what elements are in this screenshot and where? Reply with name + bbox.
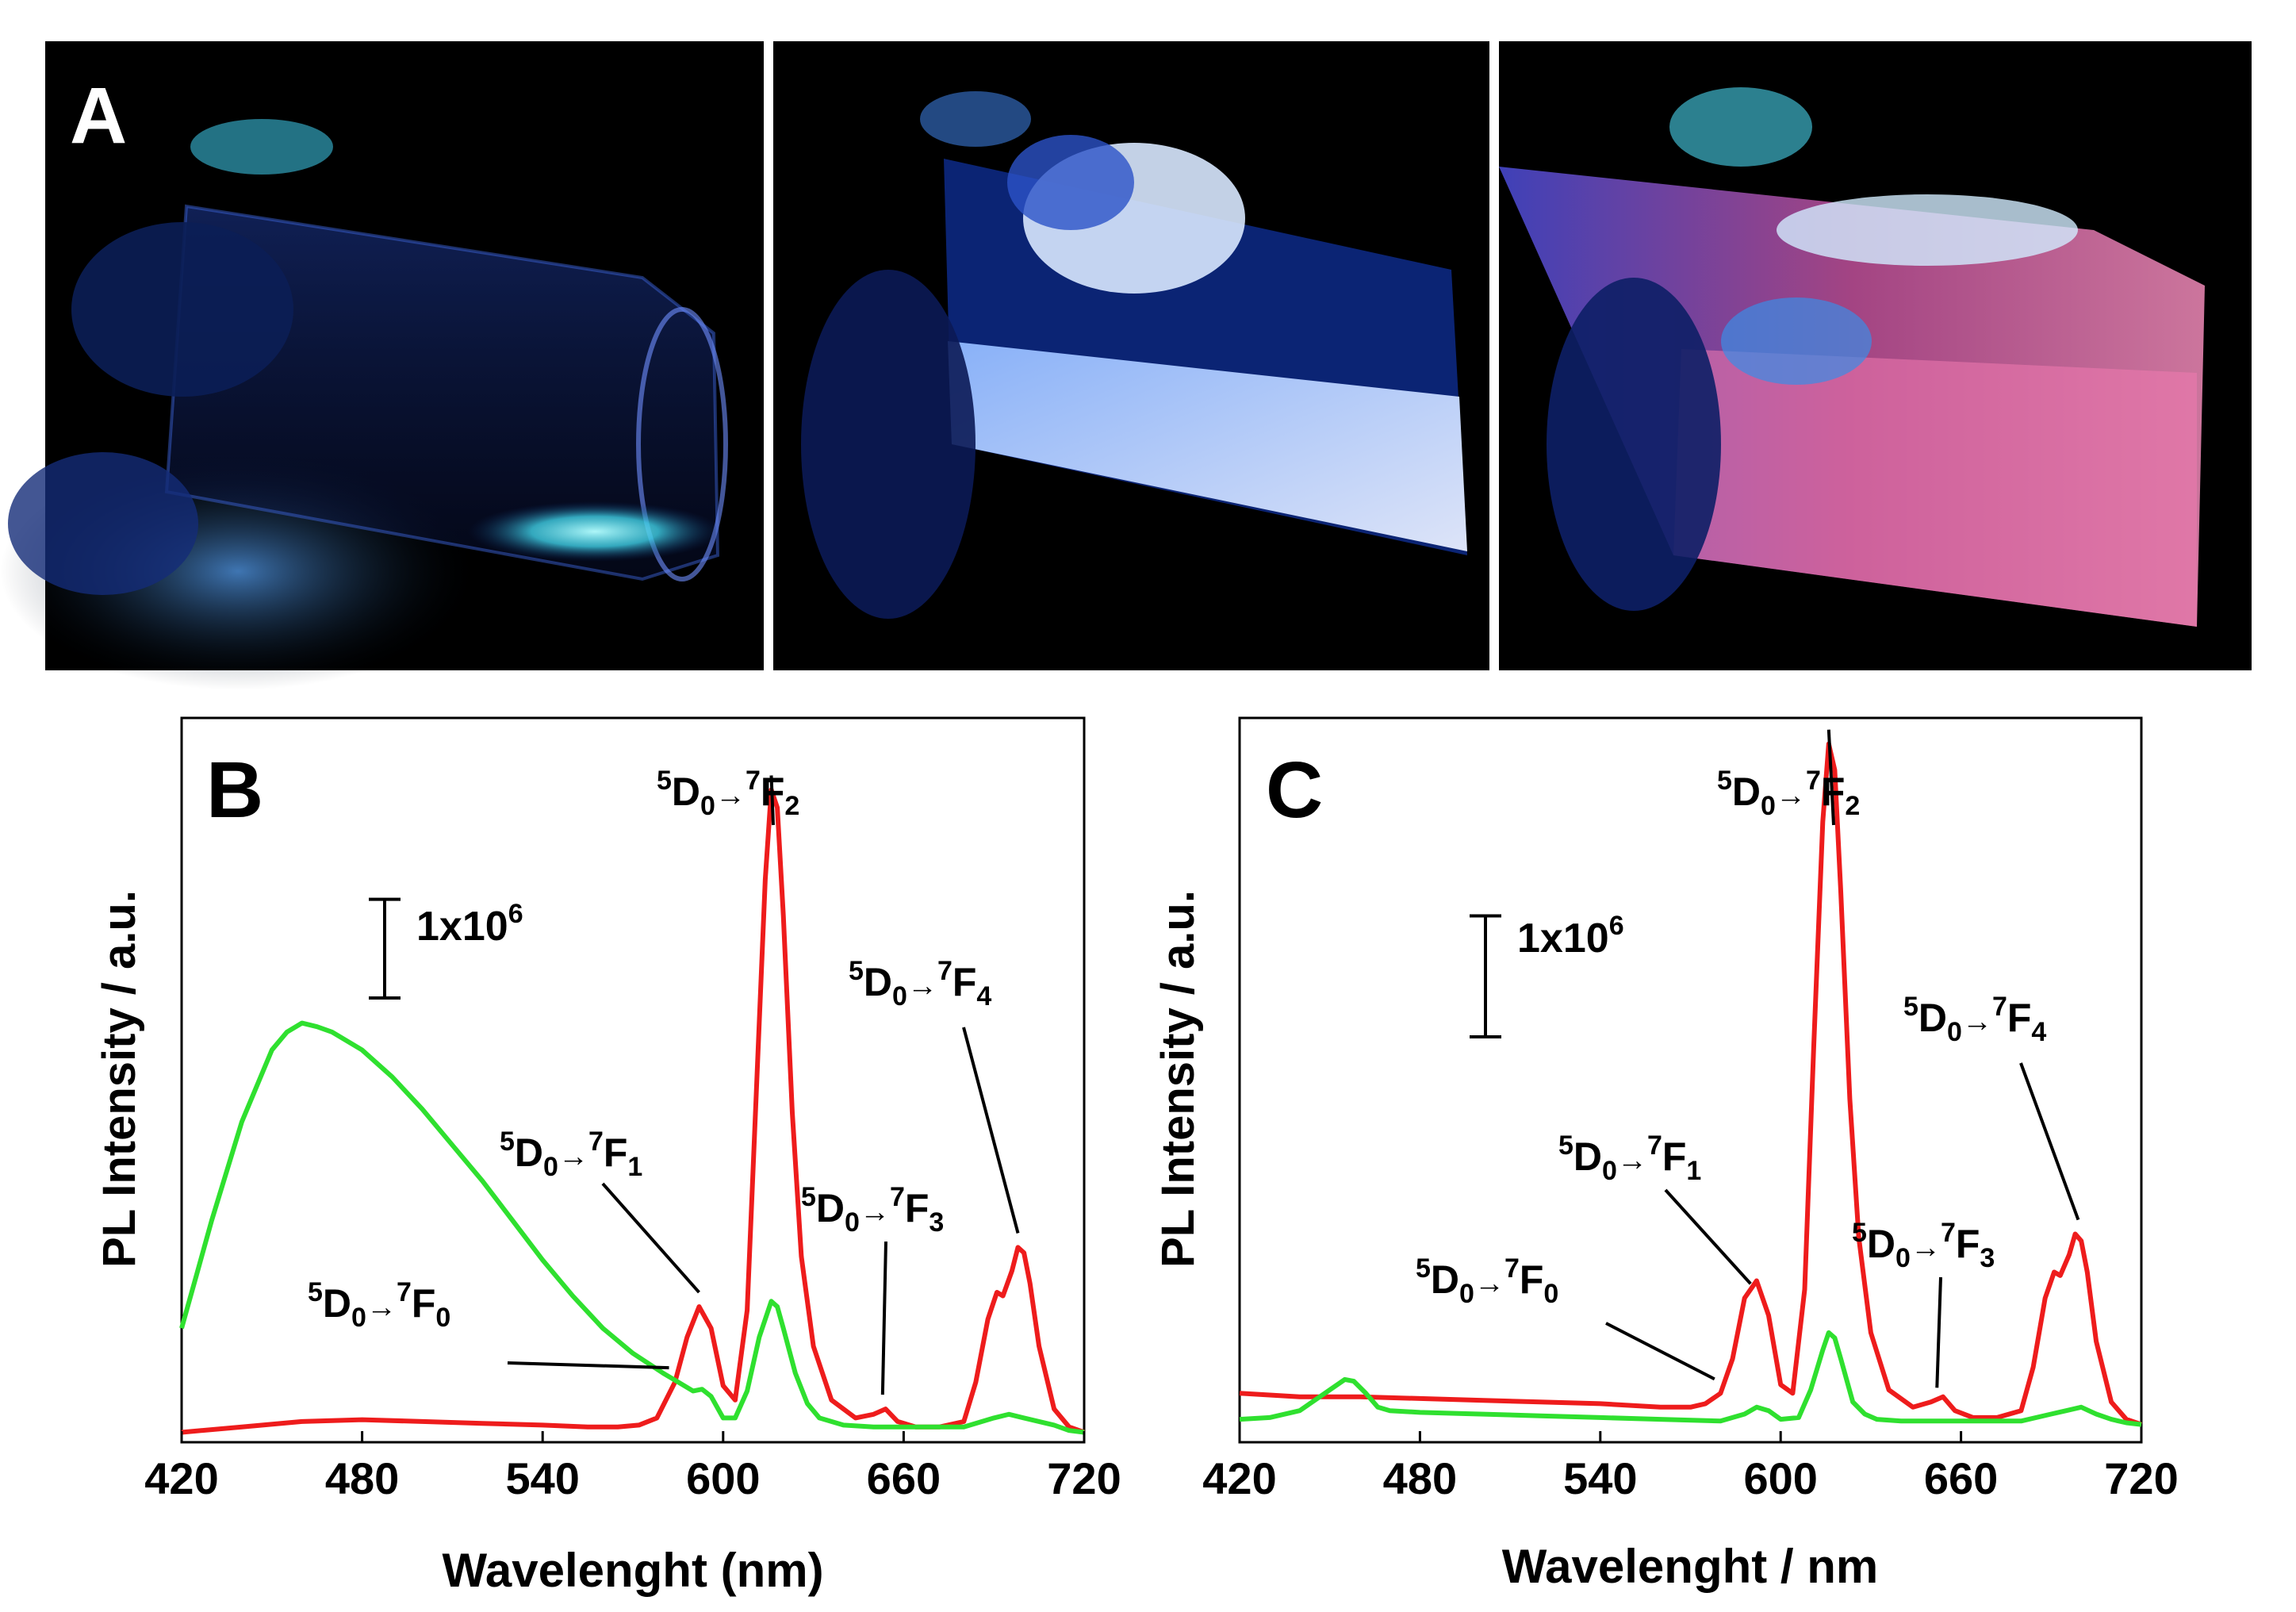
y-axis-label-b: PL Intensity / a.u.	[94, 890, 145, 1268]
transition-label-1: 5D0→7F1	[1558, 1130, 1701, 1186]
transition-label-2: 5D0→7F2	[657, 766, 799, 821]
photo-3-pink-vial	[1499, 87, 2205, 627]
transition-label-2: 5D0→7F2	[1717, 766, 1860, 821]
x-tick-label: 480	[1383, 1453, 1457, 1503]
annotation-leader-line	[1935, 1276, 1942, 1388]
annotation-leader-line	[2019, 1062, 2080, 1221]
transition-label-0: 5D0→7F0	[1416, 1253, 1558, 1309]
photo-divider-1	[764, 41, 773, 670]
annotation-leader-line	[601, 1182, 700, 1294]
transition-label-0: 5D0→7F0	[308, 1277, 450, 1333]
x-tick-label: 480	[325, 1453, 399, 1503]
x-tick-label: 540	[505, 1453, 579, 1503]
panel-a: A	[0, 41, 2252, 690]
panel-label-a: A	[70, 71, 127, 160]
panel-label-c: C	[1266, 746, 1323, 835]
x-tick-label: 540	[1563, 1453, 1637, 1503]
annotation-leader-line	[962, 1027, 1020, 1234]
panel-b: B 420 480 540 600 660 720 5D0→7F0 5D0→7F1 5D0→7…	[94, 716, 1121, 1597]
scale-bar-label-c: 1x106	[1517, 911, 1624, 961]
scale-bar-c: 1x106	[1470, 911, 1624, 1038]
series-line-green	[1239, 1330, 2142, 1427]
x-tick-label: 720	[1047, 1453, 1121, 1503]
x-axis-label-c: Wavelenght / nm	[1502, 1540, 1879, 1593]
x-tick-label: 660	[867, 1453, 941, 1503]
x-axis-label-b: Wavelenght (nm)	[442, 1544, 823, 1597]
photo-1-cyan-vial	[0, 119, 728, 690]
panel-c: C 420 480 540 600 660 720 5D0→7F0 5D0→7F1 5D0→7…	[1152, 716, 2179, 1593]
x-tick-label: 420	[1202, 1453, 1276, 1503]
panel-label-b: B	[206, 746, 263, 835]
x-tick-label: 600	[1743, 1453, 1817, 1503]
x-tick-label: 600	[686, 1453, 760, 1503]
annotation-leader-line	[507, 1361, 669, 1370]
x-tick-label: 420	[144, 1453, 218, 1503]
panel-c-frame	[1238, 716, 2143, 1444]
scale-bar-label-b: 1x106	[416, 899, 523, 950]
x-tick-label: 720	[2104, 1453, 2178, 1503]
transition-label-4: 5D0→7F4	[1903, 992, 2046, 1047]
annotation-leader-line	[1826, 729, 1835, 826]
photo-2-white-vial	[801, 91, 1467, 619]
series-line-red	[181, 787, 1086, 1435]
y-axis-label-c: PL Intensity / a.u.	[1152, 890, 1204, 1268]
annotation-leader-line	[1605, 1322, 1715, 1381]
series-line-red	[1239, 741, 2142, 1427]
transition-label-1: 5D0→7F1	[500, 1126, 642, 1182]
annotation-leader-line	[880, 1241, 887, 1395]
x-tick-label: 660	[1924, 1453, 1998, 1503]
panel-b-frame	[180, 716, 1086, 1444]
scale-bar-b: 1x106	[369, 897, 523, 1000]
transition-label-3: 5D0→7F3	[801, 1182, 944, 1238]
transition-label-3: 5D0→7F3	[1852, 1218, 1995, 1273]
photo-divider-2	[1489, 41, 1499, 670]
annotation-leader-line	[1664, 1188, 1752, 1285]
transition-label-4: 5D0→7F4	[849, 956, 991, 1011]
annotation-leader-line	[769, 775, 775, 826]
series-line-green	[179, 1020, 1085, 1435]
